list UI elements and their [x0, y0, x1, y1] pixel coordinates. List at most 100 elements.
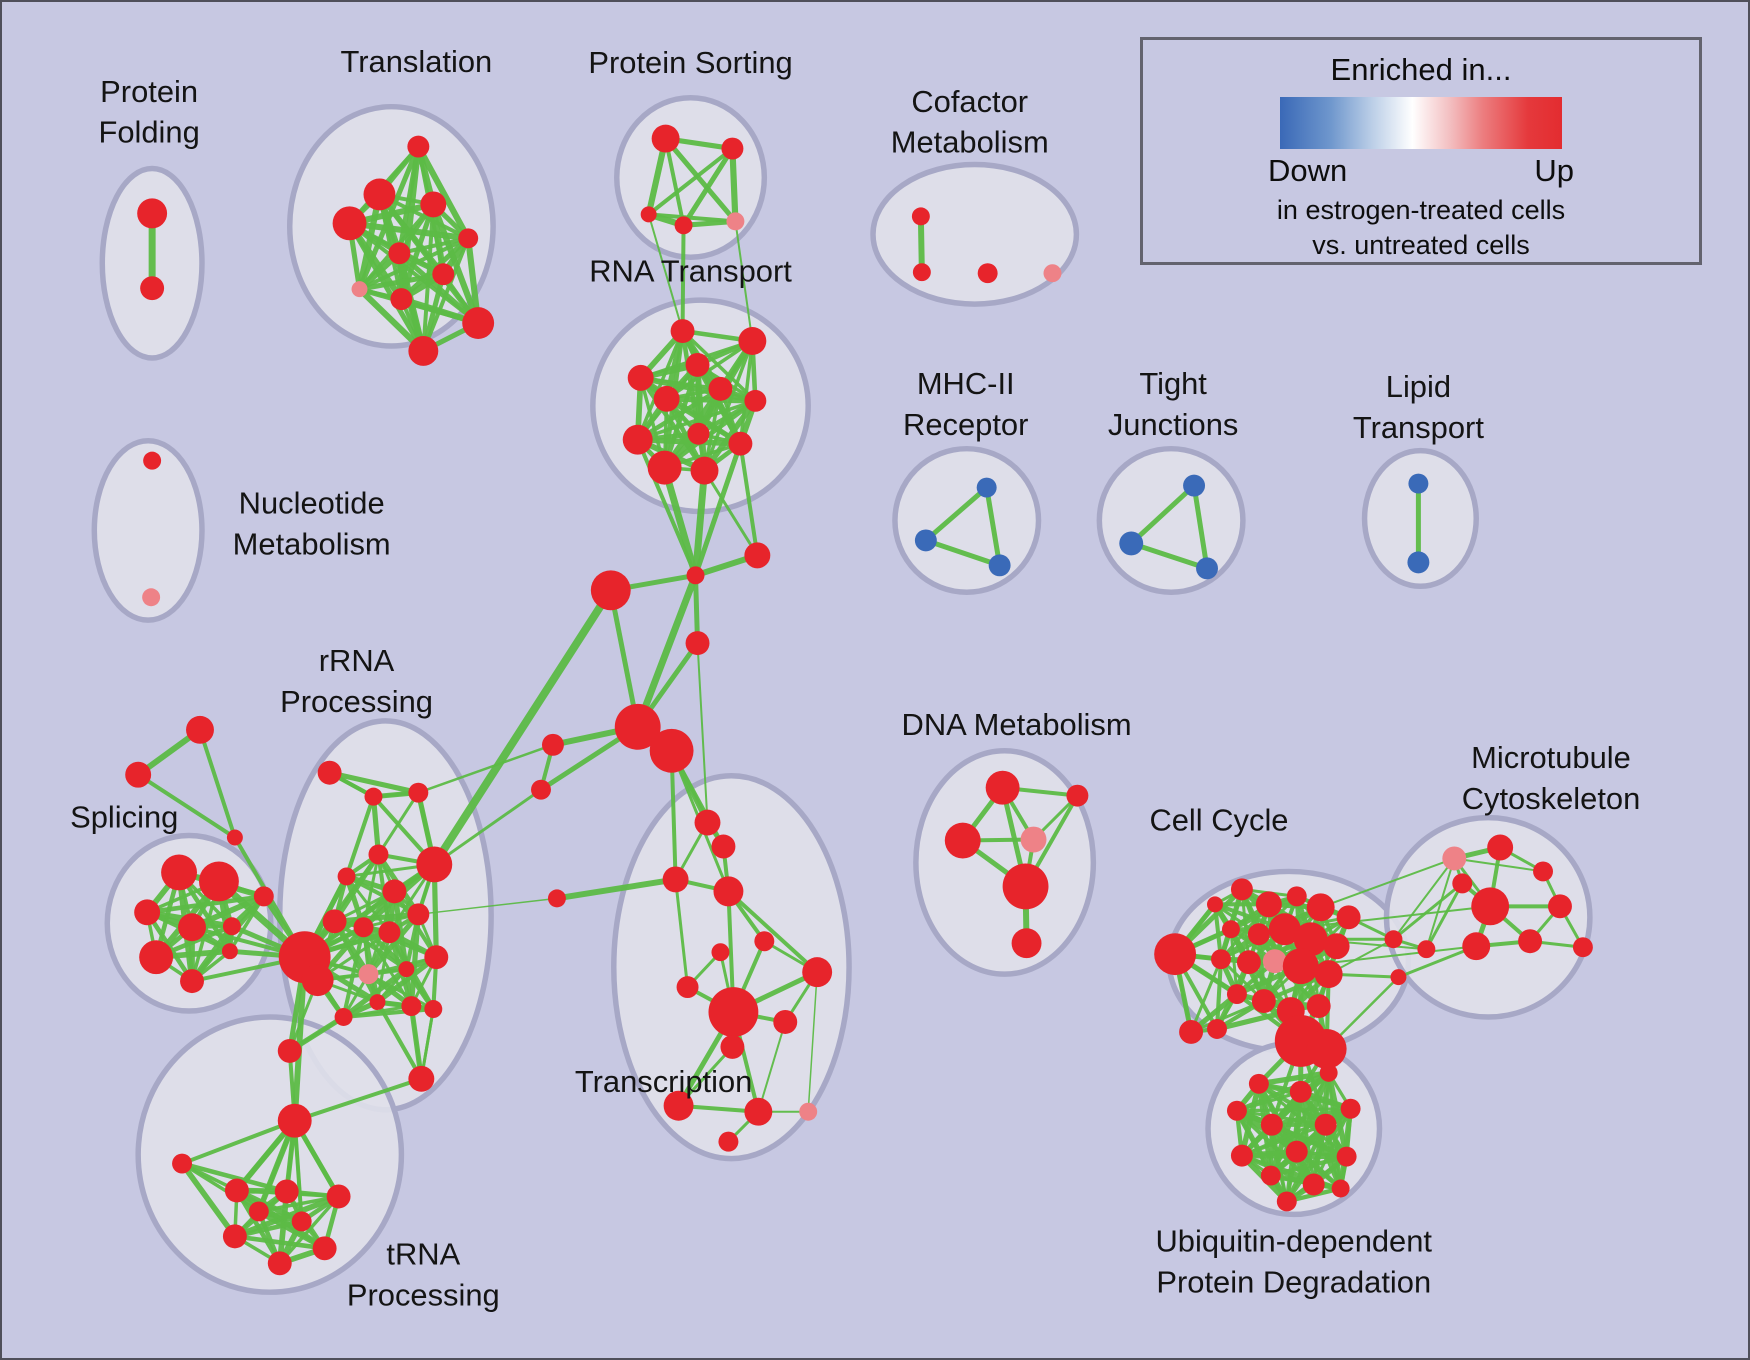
node-rr8[interactable]	[322, 909, 347, 934]
node-rr17[interactable]	[401, 996, 422, 1017]
node-pf2[interactable]	[140, 276, 165, 301]
node-t7[interactable]	[432, 263, 455, 286]
node-ch1[interactable]	[686, 566, 705, 585]
node-t9[interactable]	[390, 288, 413, 311]
node-m1[interactable]	[976, 477, 997, 498]
node-tr6[interactable]	[754, 931, 775, 952]
node-rr1[interactable]	[317, 760, 342, 785]
node-rr19[interactable]	[277, 1038, 302, 1063]
node-cc_dh2[interactable]	[1306, 1028, 1347, 1069]
node-nm2[interactable]	[142, 588, 161, 607]
node-br1[interactable]	[1384, 930, 1403, 949]
node-mt3[interactable]	[1452, 873, 1473, 894]
node-rr3[interactable]	[408, 782, 429, 803]
node-tr13[interactable]	[663, 1090, 694, 1121]
node-rt7[interactable]	[744, 389, 767, 412]
node-ub8[interactable]	[1260, 1165, 1281, 1186]
node-sp2[interactable]	[198, 861, 239, 902]
node-cc7[interactable]	[1221, 920, 1240, 939]
node-tr4[interactable]	[547, 889, 566, 908]
node-rr2[interactable]	[364, 787, 383, 806]
node-sp8[interactable]	[221, 943, 238, 960]
node-mt1[interactable]	[1442, 846, 1467, 871]
node-dn5[interactable]	[1002, 863, 1049, 910]
node-ub10[interactable]	[1336, 1146, 1357, 1167]
node-rr12[interactable]	[424, 945, 449, 970]
node-cf1[interactable]	[911, 207, 930, 226]
node-cc18[interactable]	[1251, 989, 1276, 1014]
node-cf4[interactable]	[1043, 264, 1062, 283]
node-ub1[interactable]	[1248, 1073, 1269, 1094]
node-cc13[interactable]	[1236, 950, 1261, 975]
node-cf3[interactable]	[977, 263, 998, 284]
node-cc16[interactable]	[1314, 960, 1343, 989]
node-mt4[interactable]	[1471, 887, 1510, 926]
node-sp6[interactable]	[180, 969, 204, 994]
node-ps2[interactable]	[721, 137, 744, 160]
node-tr16[interactable]	[718, 1131, 739, 1152]
node-ps3[interactable]	[640, 206, 657, 223]
node-cc20[interactable]	[1306, 994, 1331, 1019]
node-tn3[interactable]	[326, 1184, 351, 1209]
node-cc12[interactable]	[1211, 949, 1231, 970]
node-rt6[interactable]	[653, 385, 680, 412]
node-ub3[interactable]	[1226, 1100, 1247, 1121]
node-sp7[interactable]	[222, 917, 241, 936]
node-br3[interactable]	[1417, 940, 1436, 959]
node-t1[interactable]	[407, 135, 430, 158]
node-sp1[interactable]	[161, 854, 197, 891]
node-tn_sat[interactable]	[172, 1153, 193, 1174]
node-dn1[interactable]	[985, 770, 1020, 805]
node-rr9[interactable]	[353, 917, 374, 938]
node-sat1[interactable]	[541, 733, 564, 756]
node-t4[interactable]	[332, 206, 367, 241]
node-rr16[interactable]	[369, 994, 386, 1011]
node-m2[interactable]	[914, 529, 937, 552]
node-rr20[interactable]	[408, 1065, 435, 1092]
node-tr8[interactable]	[676, 976, 699, 999]
node-rt1[interactable]	[670, 319, 695, 343]
node-rt10[interactable]	[622, 424, 653, 455]
node-cc14[interactable]	[1262, 949, 1287, 974]
node-tr2[interactable]	[711, 834, 736, 859]
node-cc10[interactable]	[1293, 922, 1328, 957]
node-tj3[interactable]	[1196, 557, 1218, 580]
node-rt2[interactable]	[738, 327, 767, 355]
node-dn3[interactable]	[1020, 826, 1047, 853]
node-rt8[interactable]	[687, 422, 710, 445]
node-ub11[interactable]	[1340, 1098, 1361, 1119]
node-tr11[interactable]	[773, 1010, 798, 1034]
node-t2[interactable]	[363, 178, 396, 211]
node-rr7[interactable]	[337, 867, 356, 886]
node-mt7[interactable]	[1548, 894, 1572, 919]
node-rr5[interactable]	[368, 844, 389, 865]
node-ch4[interactable]	[685, 631, 710, 656]
node-br2[interactable]	[1390, 969, 1407, 986]
node-cc3[interactable]	[1255, 891, 1282, 918]
node-tn5[interactable]	[291, 1211, 312, 1232]
node-cc4[interactable]	[1286, 886, 1307, 907]
node-tg1[interactable]	[186, 715, 214, 744]
node-t11[interactable]	[408, 336, 439, 366]
node-tr14[interactable]	[744, 1097, 773, 1126]
node-tn6[interactable]	[222, 1224, 247, 1249]
node-cf2[interactable]	[912, 263, 931, 282]
node-cc6[interactable]	[1336, 905, 1361, 930]
node-hub1[interactable]	[614, 703, 661, 750]
node-tr3[interactable]	[662, 866, 689, 893]
node-ub14[interactable]	[1331, 1179, 1350, 1198]
node-ps4[interactable]	[674, 216, 693, 235]
node-ub4[interactable]	[1260, 1113, 1283, 1136]
node-tr10[interactable]	[708, 987, 759, 1037]
node-dn4[interactable]	[1066, 784, 1089, 807]
node-rr18[interactable]	[424, 1000, 443, 1019]
node-rr13[interactable]	[398, 961, 415, 978]
node-lp1[interactable]	[1408, 473, 1429, 494]
node-mt6[interactable]	[1518, 929, 1543, 954]
node-ub12[interactable]	[1319, 1063, 1338, 1082]
node-hub2[interactable]	[649, 728, 694, 773]
node-mt2[interactable]	[1487, 834, 1514, 861]
node-tn1[interactable]	[224, 1178, 249, 1203]
node-sp3[interactable]	[134, 899, 161, 926]
node-m3[interactable]	[988, 554, 1011, 577]
